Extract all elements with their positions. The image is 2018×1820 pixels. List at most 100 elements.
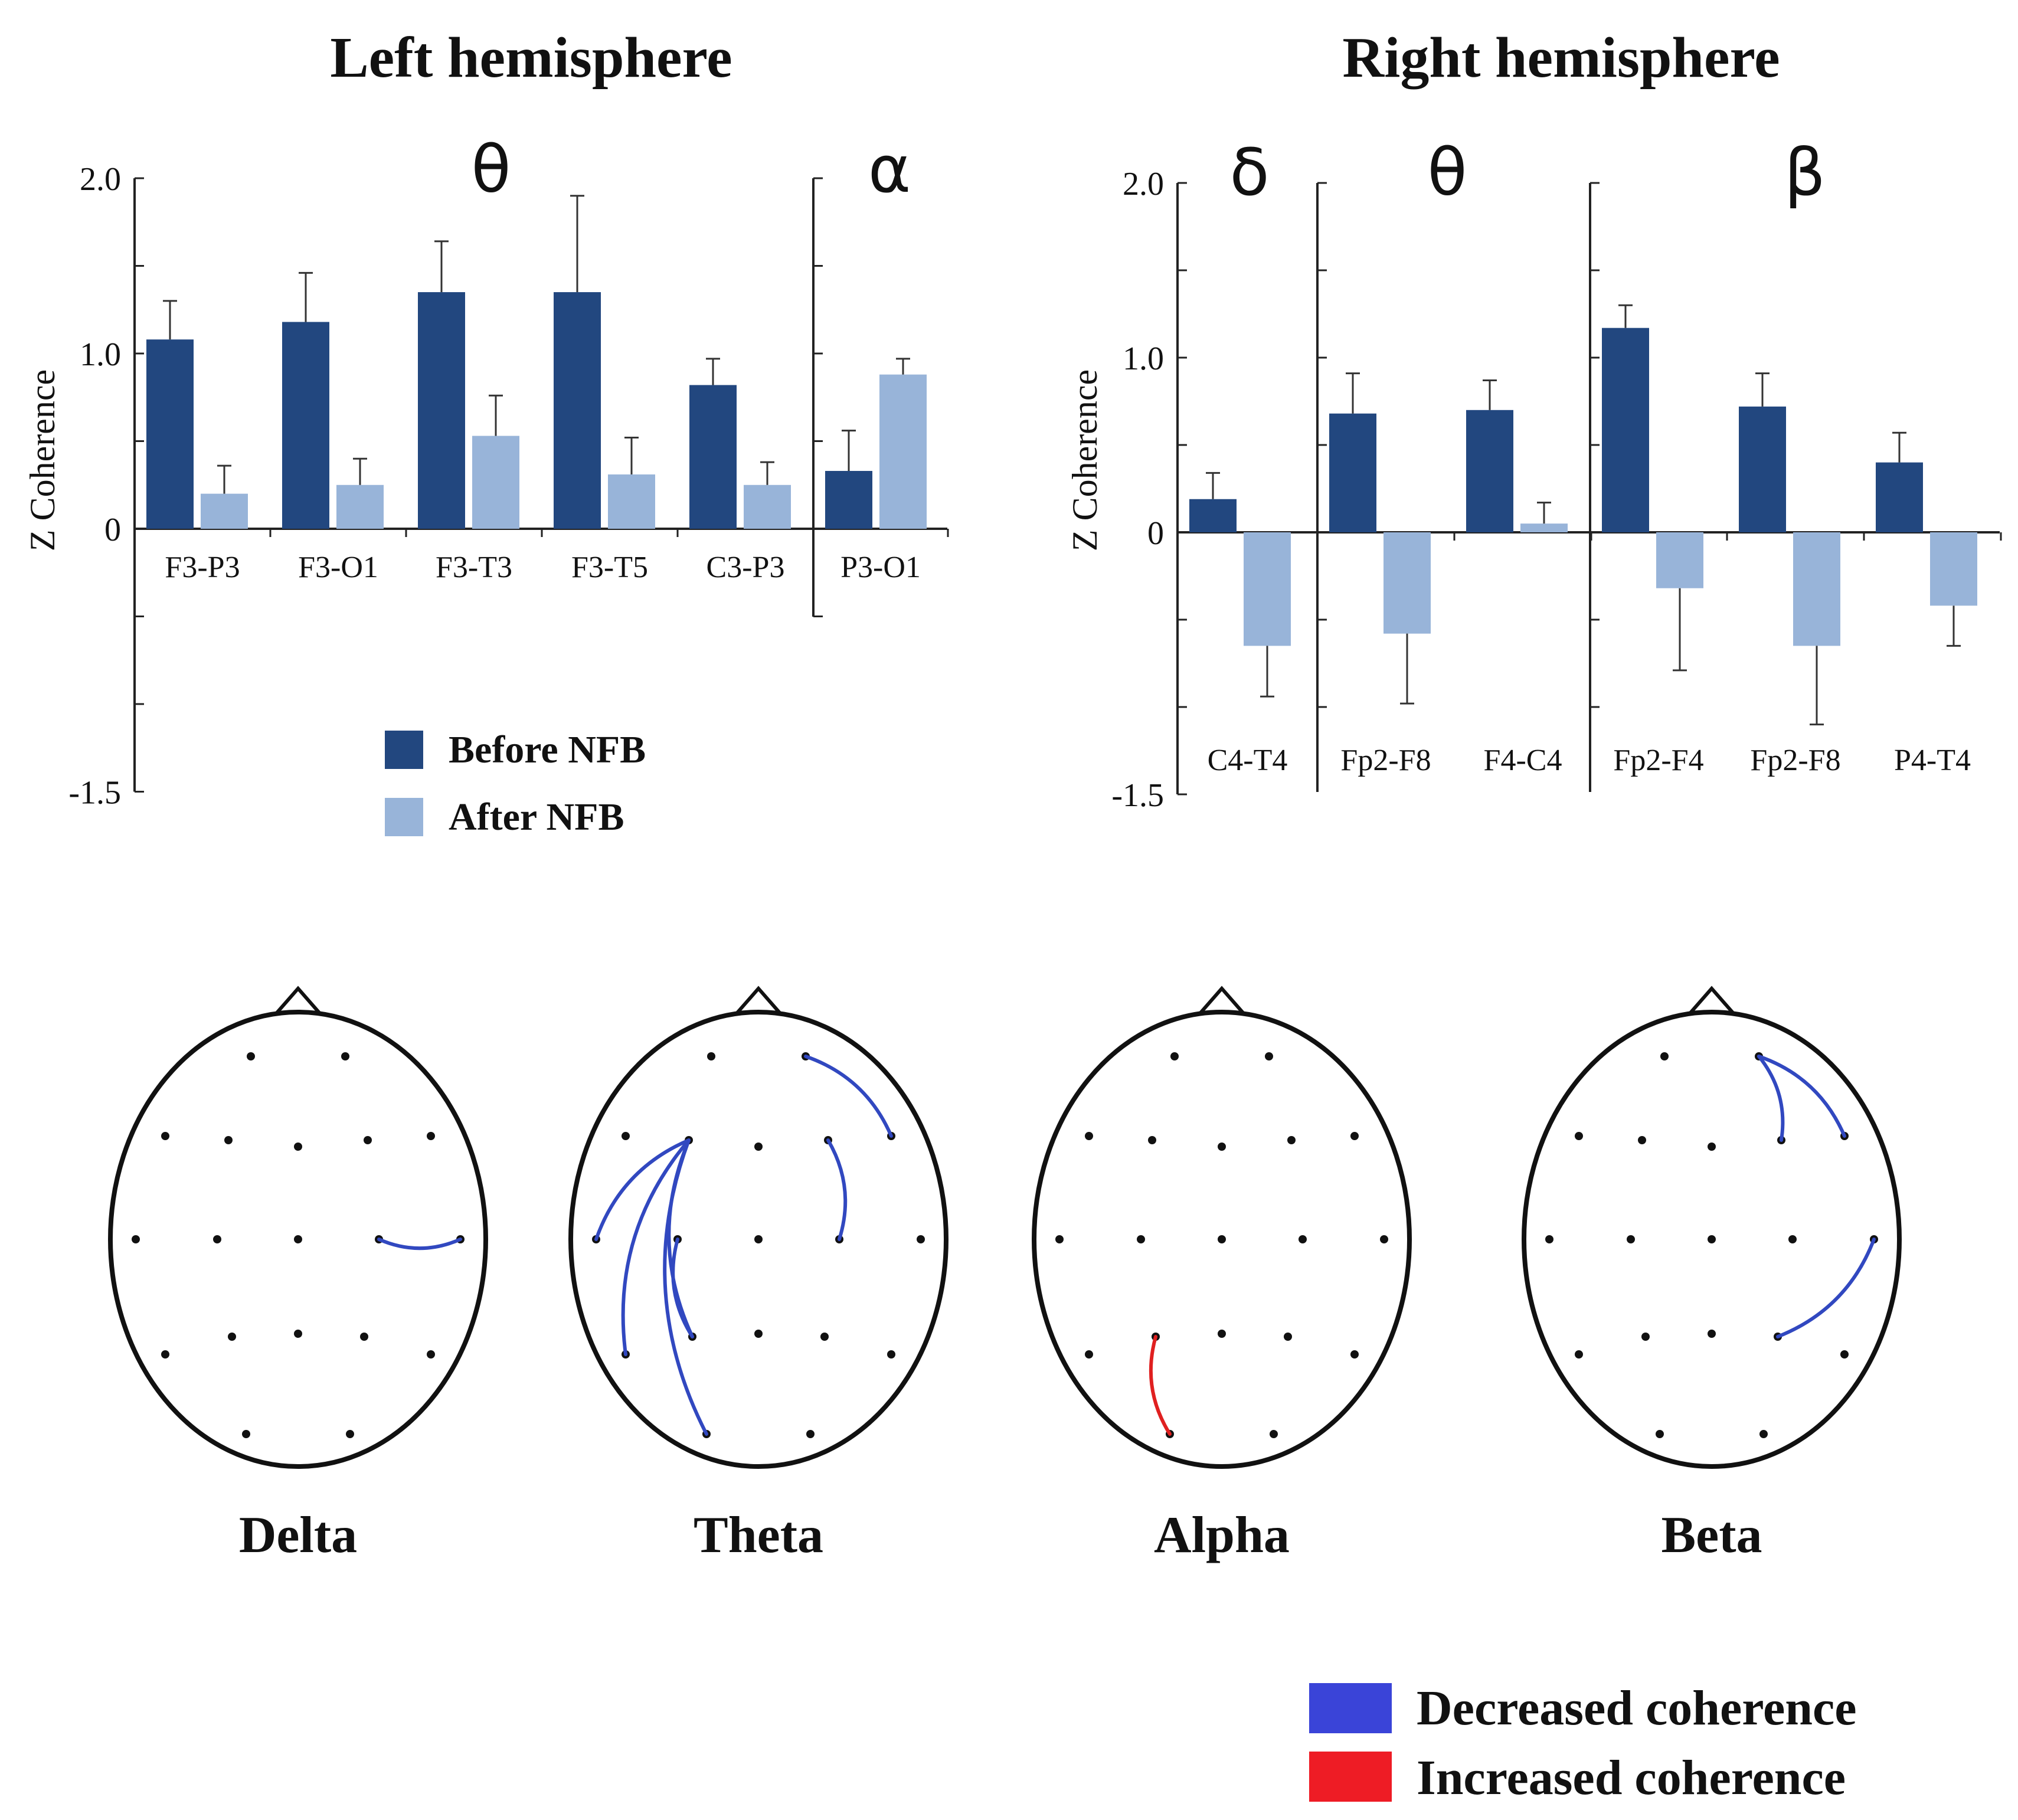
bar-after <box>1244 532 1291 646</box>
nose-icon <box>1685 986 1738 1018</box>
band-label: θ <box>471 132 511 207</box>
bar-before <box>1329 413 1376 532</box>
electrode-fz <box>294 1143 302 1151</box>
bar-before <box>825 470 872 529</box>
electrode-f3 <box>1638 1136 1646 1144</box>
bar-before <box>282 322 329 529</box>
electrode-c3 <box>1137 1235 1145 1243</box>
electrode-o2 <box>1759 1430 1768 1438</box>
coherence-arc-f4-c4 <box>826 1138 848 1241</box>
legend-swatch-after <box>385 798 423 836</box>
left-chart-title: Left hemisphere <box>330 26 732 90</box>
y-tick-label: -1.5 <box>1111 777 1164 814</box>
bar-before <box>418 292 465 529</box>
nose-icon <box>272 986 325 1018</box>
electrode-t4 <box>917 1235 925 1243</box>
electrode-p4 <box>360 1333 368 1341</box>
electrode-t6 <box>427 1350 435 1359</box>
electrode-p3 <box>1641 1333 1650 1341</box>
coherence-arc-c4-t4 <box>377 1238 462 1251</box>
legend-label-decreased: Decreased coherence <box>1417 1681 1857 1736</box>
electrode-fp1 <box>247 1052 255 1060</box>
category-label: F4-C4 <box>1484 744 1562 777</box>
electrode-pz <box>294 1330 302 1338</box>
category-label: F3-O1 <box>298 551 378 584</box>
bar-after <box>201 493 248 529</box>
band-label: β <box>1784 135 1826 210</box>
electrode-t5 <box>1085 1350 1093 1359</box>
bar-before <box>1602 328 1649 532</box>
y-tick-label: 2.0 <box>80 161 121 198</box>
electrode-c4 <box>1788 1235 1797 1243</box>
electrode-f8 <box>427 1132 435 1140</box>
electrode-cz <box>294 1235 302 1243</box>
electrode-o2 <box>346 1430 354 1438</box>
electrode-f4 <box>1287 1136 1296 1144</box>
electrode-f3 <box>224 1136 233 1144</box>
bar-after <box>744 485 791 529</box>
bar-before <box>689 385 737 529</box>
electrode-fp1 <box>1660 1052 1669 1060</box>
category-label: Fp2-F8 <box>1340 744 1431 777</box>
legend-label-after: After NFB <box>449 796 624 839</box>
electrode-t6 <box>1840 1350 1849 1359</box>
bar-before <box>1739 406 1786 532</box>
coherence-arc-fp2-f8 <box>804 1055 893 1138</box>
electrode-f7 <box>622 1132 630 1140</box>
head-delta: Delta <box>108 986 488 1564</box>
bar-after <box>1793 532 1840 646</box>
right-y-axis-label: Z Coherence <box>1065 369 1104 551</box>
legend-swatch-before <box>385 731 423 769</box>
y-tick-label: 1.0 <box>80 336 121 373</box>
bar-before <box>1466 410 1513 532</box>
coherence-arc-f3-p3 <box>667 1138 694 1338</box>
electrode-fp1 <box>707 1052 715 1060</box>
electrode-f7 <box>1575 1132 1583 1140</box>
bar-after <box>336 485 384 529</box>
category-label: P3-O1 <box>840 551 921 584</box>
coherence-arc-f3-t3 <box>594 1138 691 1241</box>
category-label: F3-P3 <box>165 551 240 584</box>
bar-before <box>1189 499 1237 532</box>
electrode-f7 <box>161 1132 169 1140</box>
legend-label-increased: Increased coherence <box>1417 1750 1846 1805</box>
electrode-c3 <box>213 1235 221 1243</box>
electrode-o1 <box>242 1430 250 1438</box>
bar-after <box>1656 532 1703 588</box>
category-label: F3-T3 <box>436 551 512 584</box>
left-y-axis-label: Z Coherence <box>23 369 62 551</box>
head-label: Beta <box>1661 1507 1762 1564</box>
coherence-arc-f3-t5 <box>621 1138 691 1356</box>
electrode-t4 <box>1380 1235 1388 1243</box>
y-tick-label: -1.5 <box>68 775 121 811</box>
electrode-p4 <box>820 1333 829 1341</box>
coherence-legend: Decreased coherence Increased coherence <box>1309 1681 1857 1805</box>
head-label: Delta <box>239 1507 357 1564</box>
electrode-p4 <box>1284 1333 1292 1341</box>
band-label: θ <box>1427 135 1467 210</box>
coherence-arc-c3-p3 <box>671 1238 694 1338</box>
right-chart-title: Right hemisphere <box>1342 26 1780 90</box>
bar-after <box>1520 523 1568 532</box>
y-tick-label: 2.0 <box>1123 166 1164 202</box>
electrode-f7 <box>1085 1132 1093 1140</box>
electrode-c4 <box>1299 1235 1307 1243</box>
head-maps: Delta Theta Alpha Beta <box>108 986 1902 1564</box>
bar-before <box>1876 462 1923 532</box>
electrode-cz <box>1708 1235 1716 1243</box>
coherence-arc-p4-t4 <box>1776 1238 1876 1338</box>
coherence-arc-p3-o1 <box>1149 1335 1172 1436</box>
nose-icon <box>732 986 785 1018</box>
nose-icon <box>1195 986 1248 1018</box>
coherence-arc-fp2-f4 <box>1757 1055 1785 1142</box>
electrode-fp1 <box>1170 1052 1179 1060</box>
electrode-cz <box>1218 1235 1226 1243</box>
y-tick-label: 0 <box>104 512 121 548</box>
electrode-t5 <box>1575 1350 1583 1359</box>
electrode-o1 <box>1656 1430 1664 1438</box>
head-label: Alpha <box>1154 1507 1290 1564</box>
electrode-fz <box>1218 1143 1226 1151</box>
category-label: Fp2-F8 <box>1750 744 1840 777</box>
